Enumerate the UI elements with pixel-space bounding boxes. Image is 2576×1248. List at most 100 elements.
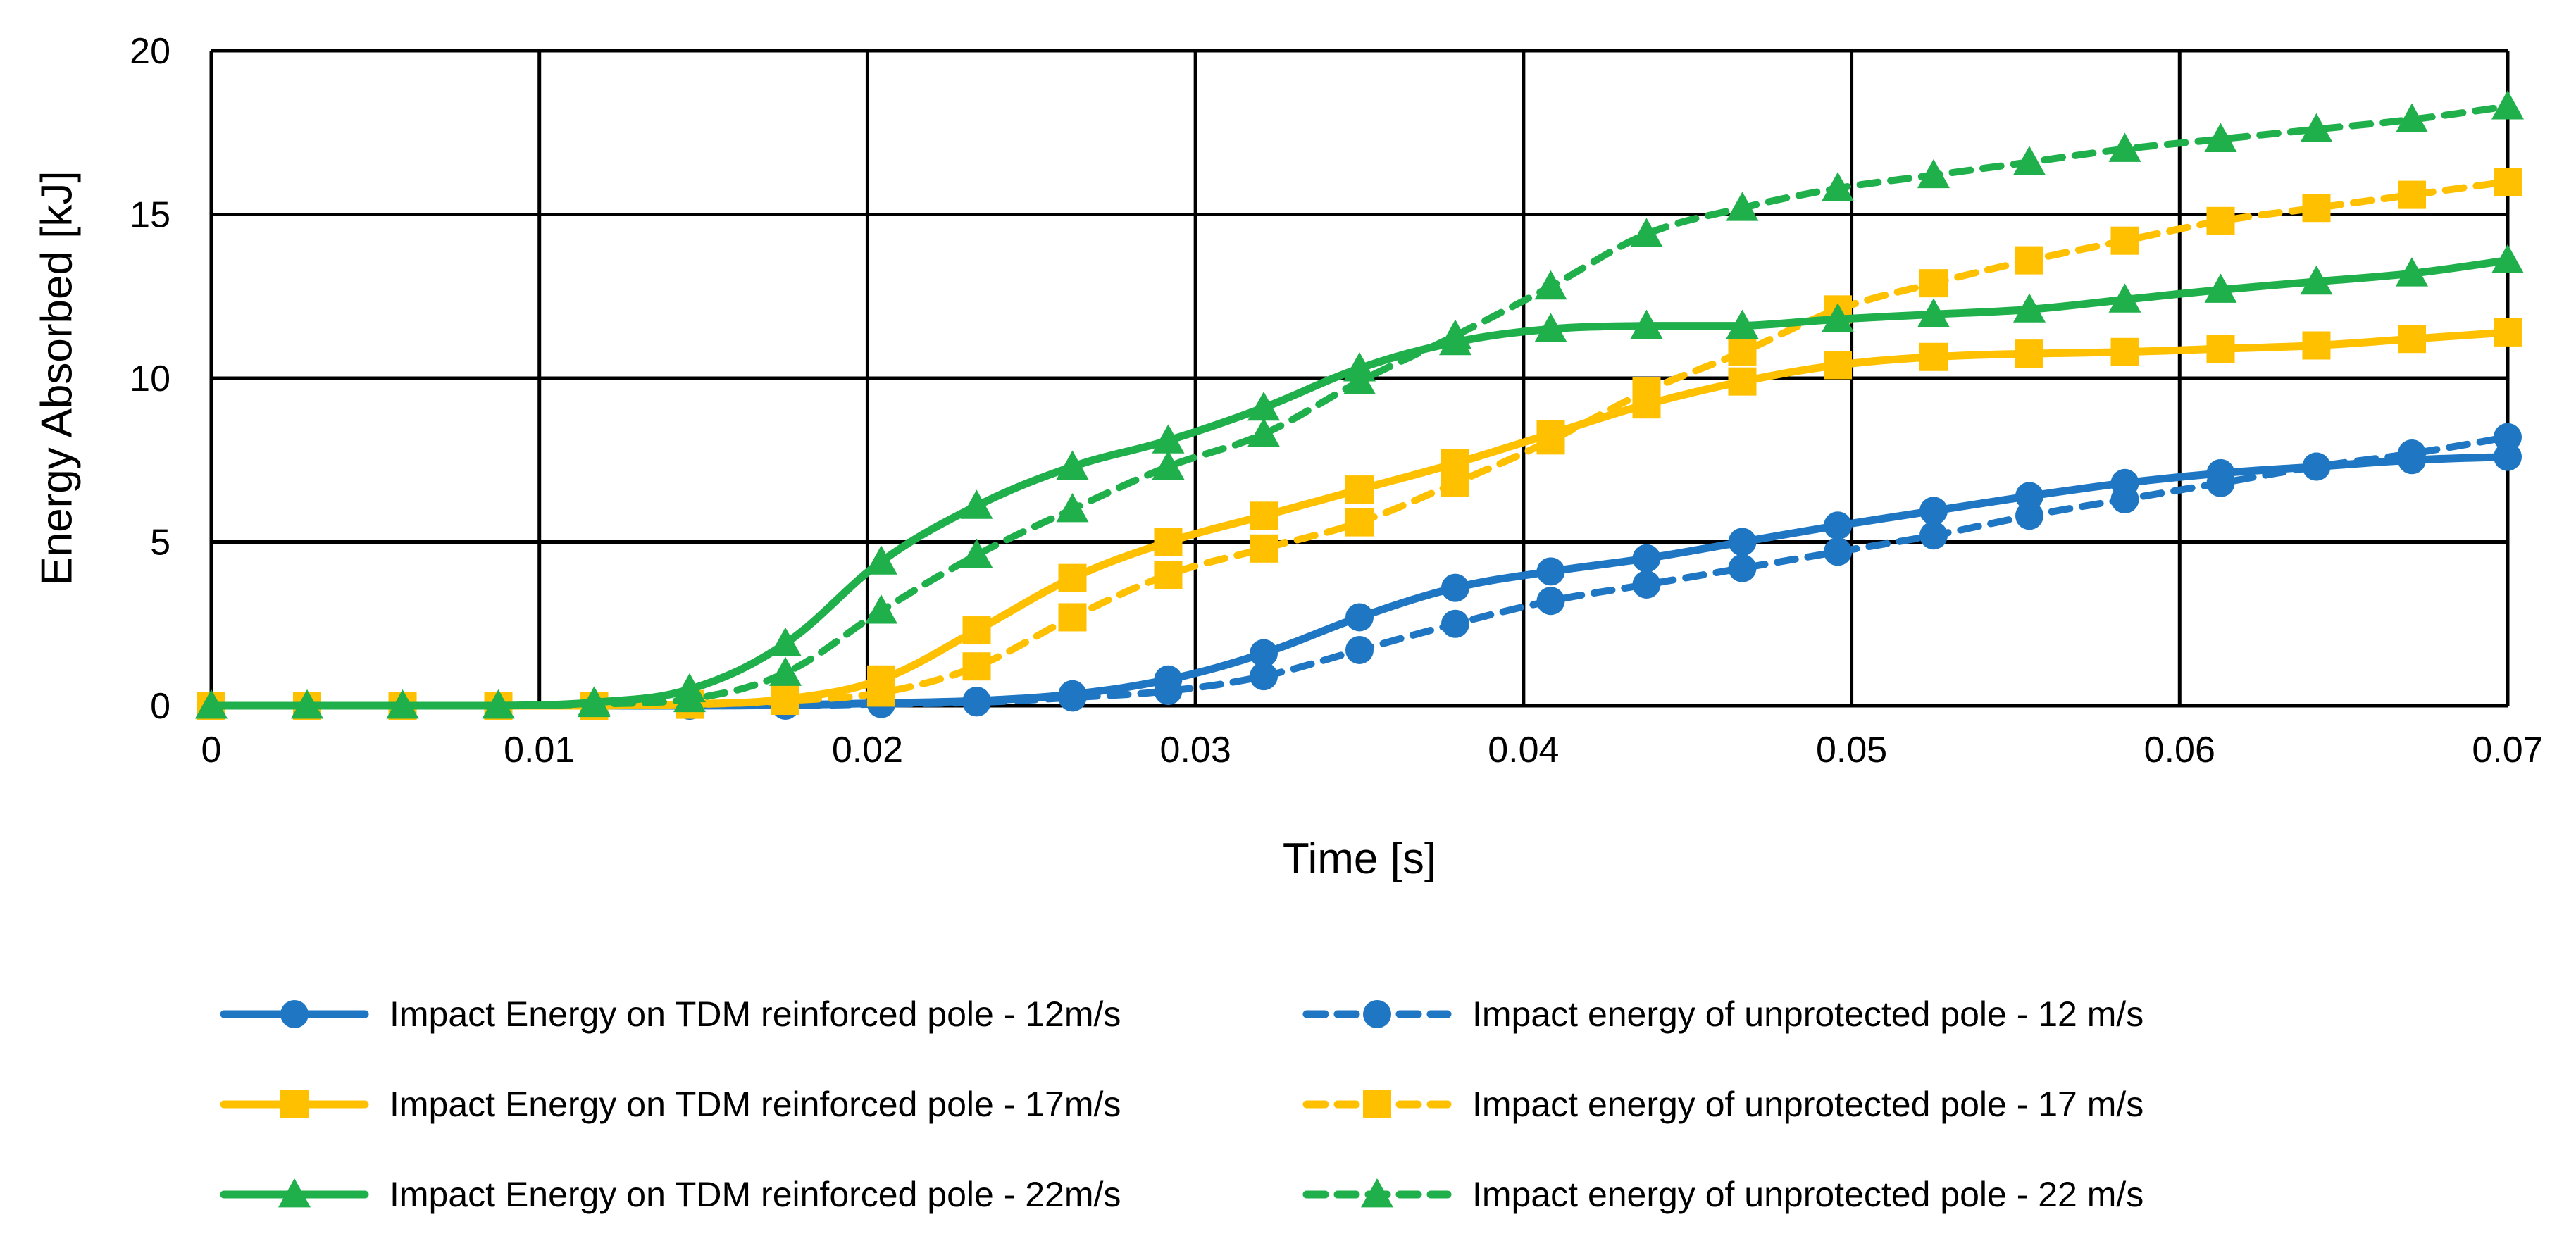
data-point: [1824, 537, 1853, 566]
data-point: [2398, 180, 2427, 209]
data-point: [1919, 497, 1948, 525]
x-tick-label: 0.02: [832, 730, 903, 770]
data-point: [1632, 570, 1661, 599]
data-point: [2300, 265, 2333, 295]
data-point: [1630, 309, 1663, 339]
y-tick-label: 0: [150, 686, 170, 727]
data-point: [962, 652, 991, 681]
data-point: [673, 682, 707, 713]
data-point: [2206, 335, 2235, 363]
data-point: [962, 688, 991, 717]
data-point: [1632, 377, 1661, 406]
data-point: [1441, 468, 1469, 497]
series-group: [195, 90, 2524, 720]
data-point: [2108, 283, 2141, 313]
legend-item: Impact energy of unprotected pole - 12 m…: [1302, 994, 2143, 1034]
legend-label: Impact Energy on TDM reinforced pole - 2…: [390, 1175, 1121, 1214]
data-point: [1441, 609, 1469, 638]
data-point: [1250, 501, 1278, 530]
data-point: [2015, 482, 2043, 511]
data-point: [2494, 423, 2522, 451]
x-tick-label: 0.04: [1488, 730, 1559, 770]
data-point: [2302, 194, 2331, 223]
legend-label: Impact energy of unprotected pole - 17 m…: [1472, 1085, 2143, 1124]
data-point: [1056, 493, 1089, 523]
data-point: [960, 489, 993, 519]
data-point: [2110, 337, 2139, 366]
data-point: [1919, 269, 1948, 298]
data-point: [771, 687, 799, 716]
data-point: [1630, 218, 1663, 247]
data-point: [2015, 501, 2043, 530]
data-point: [2398, 325, 2427, 354]
data-point: [578, 687, 611, 718]
x-tick-label: 0.06: [2144, 730, 2215, 770]
y-tick-label: 5: [150, 523, 170, 563]
data-point: [2494, 318, 2522, 347]
data-point: [1822, 303, 1855, 332]
data-point: [1534, 313, 1567, 342]
data-point: [1536, 557, 1565, 586]
data-point: [2491, 244, 2524, 273]
legend: Impact Energy on TDM reinforced pole - 1…: [220, 994, 2143, 1214]
data-point: [2206, 206, 2235, 235]
data-point: [2396, 257, 2429, 287]
data-point: [1728, 367, 1757, 396]
data-point: [1728, 337, 1757, 366]
data-point: [1536, 587, 1565, 616]
data-point: [1632, 544, 1661, 573]
data-point: [386, 689, 419, 719]
data-point: [1822, 172, 1855, 201]
data-point: [2302, 331, 2331, 360]
data-point: [1250, 639, 1278, 668]
data-point: [2204, 273, 2237, 303]
data-point: [1154, 677, 1183, 706]
data-point: [2204, 123, 2237, 152]
data-point: [195, 689, 228, 719]
data-point: [1441, 573, 1469, 602]
y-tick-label: 15: [130, 195, 170, 236]
data-point: [1824, 511, 1853, 540]
data-point: [1250, 662, 1278, 691]
x-axis-ticks: 0 0.01 0.02 0.03 0.04 0.05 0.06 0.07: [201, 730, 2544, 770]
data-point: [769, 627, 802, 657]
y-tick-label: 20: [130, 31, 170, 72]
data-point: [2206, 468, 2235, 497]
data-point: [960, 539, 993, 568]
data-point: [1728, 554, 1757, 582]
data-point: [1152, 450, 1185, 480]
data-point: [2015, 246, 2043, 275]
y-tick-label: 10: [130, 358, 170, 399]
data-point: [1247, 391, 1281, 421]
data-point: [1919, 342, 1948, 371]
data-point: [1345, 603, 1374, 632]
data-point: [2302, 452, 2331, 481]
data-point: [2300, 113, 2333, 142]
data-point: [1154, 528, 1183, 556]
data-point: [1824, 351, 1853, 380]
legend-swatch-marker: [280, 1000, 309, 1028]
data-point: [1919, 521, 1948, 550]
legend-label: Impact energy of unprotected pole - 12 m…: [1472, 994, 2143, 1034]
data-point: [769, 656, 802, 686]
legend-swatch-marker: [1363, 1090, 1391, 1118]
data-point: [1917, 158, 1950, 189]
data-point: [2494, 442, 2522, 471]
data-point: [2015, 339, 2043, 368]
legend-item: Impact energy of unprotected pole - 22 m…: [1302, 1175, 2143, 1214]
data-point: [1343, 365, 1376, 395]
x-tick-label: 0.03: [1160, 730, 1231, 770]
legend-item: Impact Energy on TDM reinforced pole - 1…: [220, 1085, 1121, 1124]
data-point: [1534, 270, 1567, 300]
series-6: [195, 90, 2524, 719]
legend-swatch-marker: [278, 1178, 311, 1208]
legend-item: Impact Energy on TDM reinforced pole - 2…: [220, 1175, 1121, 1214]
data-point: [1154, 561, 1183, 589]
series-2: [197, 423, 2522, 720]
x-axis-title: Time [s]: [1283, 835, 1436, 883]
data-point: [866, 678, 895, 707]
data-point: [864, 545, 897, 575]
data-point: [1917, 298, 1950, 327]
data-point: [1250, 534, 1278, 563]
data-point: [1726, 309, 1759, 339]
